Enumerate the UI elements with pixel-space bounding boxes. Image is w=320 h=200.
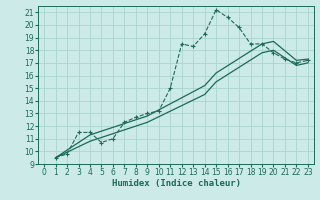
X-axis label: Humidex (Indice chaleur): Humidex (Indice chaleur) — [111, 179, 241, 188]
